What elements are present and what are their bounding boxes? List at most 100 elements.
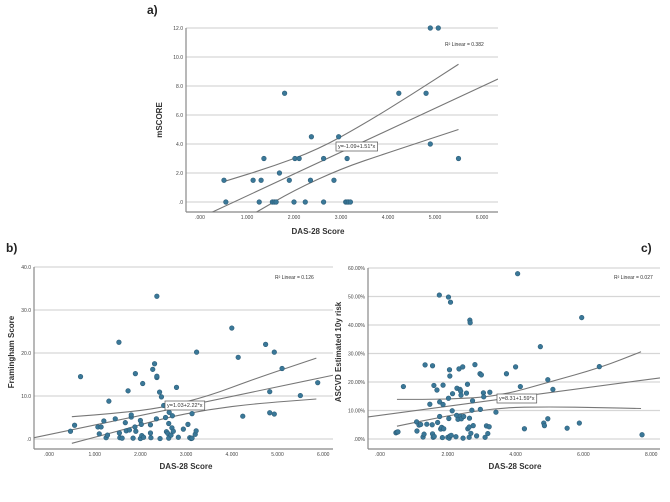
data-point (185, 421, 191, 427)
data-point (579, 314, 585, 321)
data-point (156, 389, 163, 395)
y-tick-label: 60.00% (348, 266, 366, 272)
equation-box (164, 400, 206, 411)
data-point (437, 413, 443, 420)
y-tick-label: 20.00% (348, 380, 366, 386)
y-tick-label: 10.00% (348, 408, 366, 414)
data-point (125, 388, 131, 394)
data-point (267, 389, 273, 395)
data-point (194, 349, 200, 355)
data-point (147, 430, 154, 436)
data-point (321, 155, 327, 162)
data-point (321, 199, 327, 205)
data-point (396, 90, 402, 96)
data-point (296, 155, 302, 162)
data-point (307, 177, 314, 183)
data-point (414, 428, 420, 434)
data-point (122, 420, 128, 426)
y-tick-label: 30.0 (21, 308, 31, 314)
data-point (282, 90, 288, 96)
data-point (461, 413, 467, 420)
y-tick-label: .00% (354, 437, 366, 443)
data-point (150, 366, 156, 372)
panel-label: c) (641, 241, 652, 255)
data-point (447, 373, 453, 379)
x-tick-label: 5.000 (271, 452, 284, 458)
equation-label: y=8.31+1.59*x (499, 396, 535, 402)
data-point (331, 177, 337, 183)
x-tick-label: 1.000 (241, 215, 254, 221)
data-point (170, 428, 176, 434)
data-point (104, 432, 111, 438)
data-point (460, 364, 466, 370)
x-tick-label: 5.000 (429, 215, 442, 221)
r2-label: R² Linear = 0.382 (445, 42, 484, 48)
data-point (453, 434, 459, 440)
data-point (175, 434, 181, 440)
data-point (162, 414, 169, 421)
y-tick-label: 40.00% (348, 323, 366, 329)
data-point (596, 364, 602, 370)
data-point (541, 423, 548, 429)
y-tick-label: 4.0 (176, 142, 183, 148)
data-point (173, 384, 180, 391)
y-tick-label: 50.00% (348, 294, 366, 300)
data-point (157, 435, 163, 442)
data-point (221, 177, 227, 183)
data-point (448, 432, 454, 438)
equation-box (335, 141, 378, 152)
y-tick-label: 2.0 (176, 171, 183, 177)
data-point (423, 90, 429, 96)
data-point (576, 420, 582, 426)
data-point (421, 431, 427, 437)
data-point (427, 141, 433, 147)
equation-label: y=-1.09+1.51*x (338, 144, 376, 150)
data-point (223, 199, 229, 205)
chart-panel-b: b) .0 10.0 20.0 30.0 40.0 .000 1.000 2.000 3.000 4… (6, 241, 333, 471)
data-point (435, 25, 441, 31)
data-point (267, 410, 273, 416)
x-tick-label: 8.000 (645, 452, 658, 458)
x-tick-label: 6.000 (476, 215, 489, 221)
data-point (455, 155, 462, 162)
data-point (431, 433, 437, 440)
data-point (439, 434, 445, 441)
data-point (250, 177, 256, 183)
x-tick-label: 6.000 (317, 452, 330, 458)
data-point (193, 428, 199, 434)
data-point (71, 422, 78, 428)
equation-annotation: y=8.31+1.59*x (496, 393, 538, 404)
chart-panel-c: c) .00% 10.00% 20.00% 30.00% 40.00% 50.00% 60.0… (334, 241, 660, 471)
data-point (521, 426, 528, 432)
data-point (166, 420, 172, 427)
r2-label: R² Linear = 0.027 (614, 275, 653, 281)
data-point (493, 409, 499, 415)
data-point (273, 199, 279, 205)
data-point (308, 134, 314, 140)
data-point (447, 299, 454, 305)
ci-lower-line (396, 406, 642, 427)
data-point (639, 432, 645, 438)
y-tick-label: 10.0 (21, 394, 31, 400)
data-point (564, 425, 570, 431)
data-point (151, 361, 158, 367)
x-axis-title: DAS-28 Score (292, 227, 345, 236)
data-point (472, 362, 478, 368)
data-point (503, 371, 510, 377)
data-point (422, 362, 428, 368)
data-point (435, 419, 441, 426)
data-point (147, 422, 154, 428)
data-point (550, 386, 556, 393)
data-point (517, 383, 523, 390)
data-point (128, 412, 134, 418)
data-point (431, 382, 437, 389)
data-point (445, 395, 452, 401)
data-point (297, 392, 303, 399)
y-tick-label: 20.0 (21, 351, 31, 357)
x-tick-label: 2.000 (442, 452, 455, 458)
data-point (449, 391, 456, 397)
y-tick-label: 8.0 (176, 84, 183, 90)
data-point (315, 380, 321, 386)
data-point (96, 431, 102, 437)
data-point (487, 389, 493, 395)
